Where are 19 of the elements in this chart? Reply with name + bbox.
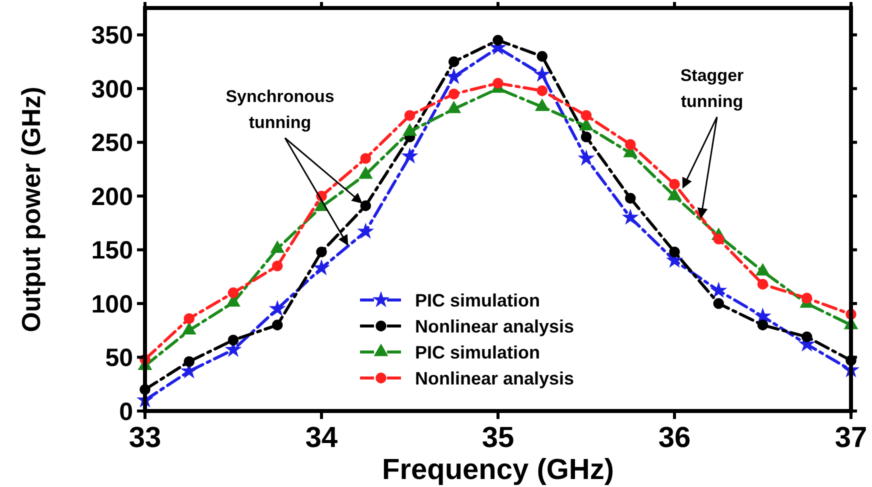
x-tick-label: 36 (658, 422, 691, 454)
x-tick-label: 35 (482, 422, 514, 454)
legend-label: PIC simulation (415, 342, 540, 362)
x-tick-label: 34 (305, 422, 338, 454)
x-tick-label: 37 (834, 422, 868, 454)
y-axis-title: Output power (GHz) (16, 86, 46, 332)
y-tick-label: 300 (91, 75, 133, 104)
y-tick-label: 100 (91, 290, 133, 318)
legend-label: Nonlinear analysis (415, 316, 574, 336)
annotation: Stagger tunning (680, 66, 744, 111)
legend-label: Nonlinear analysis (415, 368, 574, 388)
x-axis-title: Frequency (GHz) (382, 454, 614, 486)
legend-label: PIC simulation (415, 290, 540, 310)
y-tick-label: 200 (91, 182, 133, 211)
annotation: Synchronous tunning (226, 87, 334, 132)
y-tick-label: 150 (91, 236, 133, 265)
y-tick-label: 350 (91, 22, 133, 50)
y-tick-label: 50 (105, 344, 133, 372)
y-tick-label: 250 (91, 129, 133, 158)
